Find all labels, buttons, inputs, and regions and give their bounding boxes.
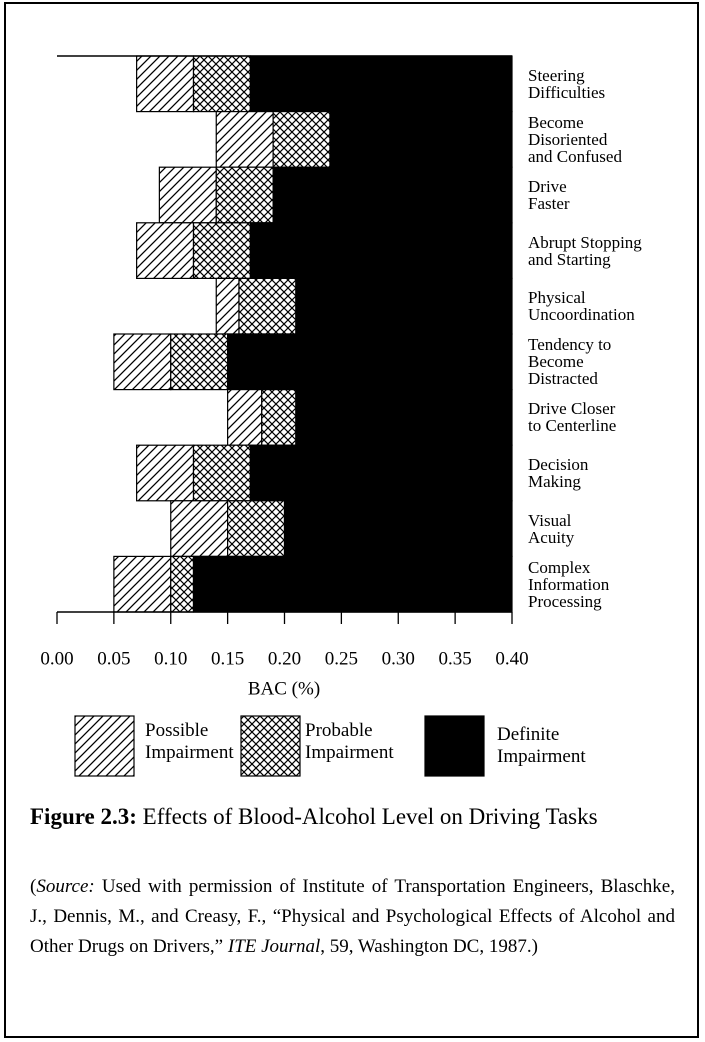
bar-segment [283, 500, 513, 557]
bar-segment [170, 500, 229, 557]
x-tick-label: 0.10 [154, 648, 187, 669]
bar-segment [249, 222, 513, 280]
x-tick-label: 0.20 [268, 648, 301, 669]
bar-segment [113, 333, 172, 391]
bar-segment [215, 110, 274, 168]
bar-segment [136, 444, 195, 502]
bar-segment [238, 277, 297, 335]
x-tick-label: 0.40 [495, 648, 528, 669]
x-axis-label: BAC (%) [248, 678, 320, 699]
bar-segment [215, 166, 274, 224]
caption: Figure 2.3: Effects of Blood-Alcohol Lev… [30, 802, 670, 832]
bar-segment [249, 444, 513, 502]
legend-swatch [424, 715, 485, 777]
bar-segment [227, 333, 513, 391]
source-part: Source: [36, 876, 95, 897]
legend-swatch [240, 715, 301, 777]
bar-segment [272, 166, 513, 224]
frame [4, 2, 699, 1038]
source-part: ITE Journal [227, 936, 321, 957]
bar-segment [192, 555, 513, 613]
bar-segment [192, 55, 251, 113]
category-label: Steering Difficulties [528, 65, 606, 102]
legend-swatch [74, 715, 135, 777]
caption-label: Figure 2.3: [30, 804, 137, 829]
bar-segment [192, 444, 251, 502]
category-label: Physical Uncoordination [528, 288, 635, 325]
source: (Source: Used with permission of Institu… [30, 872, 675, 962]
bar-segment [261, 389, 297, 446]
category-label: Drive Faster [528, 177, 570, 213]
x-tick-label: 0.00 [40, 648, 73, 669]
category-label: Abrupt Stopping and Starting [528, 232, 642, 269]
source-part: , 59, Washington DC, 1987.) [320, 936, 538, 957]
x-tick-label: 0.25 [325, 648, 358, 669]
category-label: Complex Information Processing [528, 557, 610, 611]
x-tick-label: 0.35 [439, 648, 472, 669]
bar-segment [170, 333, 229, 391]
category-label: Drive Closer to Centerline [528, 399, 617, 436]
bar-segment [192, 222, 251, 280]
legend-label: Probable Impairment [305, 720, 394, 763]
category-label: Become Disoriented and Confused [528, 112, 622, 166]
category-label: Decision Making [528, 455, 589, 491]
bar-segment [227, 500, 286, 557]
legend-label: Definite Impairment [497, 724, 586, 767]
x-tick-label: 0.30 [382, 648, 415, 669]
bar-segment [249, 55, 513, 113]
bar-segment [136, 222, 195, 280]
bar-segment [272, 110, 331, 168]
bar-segment [158, 166, 217, 224]
source-part: Used with permission of Institute of Tra… [30, 876, 675, 957]
bar-segment [295, 389, 513, 446]
bar-segment [113, 555, 172, 613]
category-label: Tendency to Become Distracted [528, 335, 612, 389]
x-tick-label: 0.05 [97, 648, 130, 669]
bar-segment [295, 277, 513, 335]
category-label: Visual Acuity [528, 510, 575, 547]
bar-segment [227, 389, 263, 446]
bar-segment [329, 110, 513, 168]
caption-text: Effects of Blood-Alcohol Level on Drivin… [142, 804, 598, 829]
x-tick-label: 0.15 [211, 648, 244, 669]
legend-label: Possible Impairment [145, 720, 234, 763]
bar-segment [215, 277, 240, 335]
bar-segment [170, 555, 195, 613]
bar-segment [136, 55, 195, 113]
source-part: ( [30, 876, 37, 897]
